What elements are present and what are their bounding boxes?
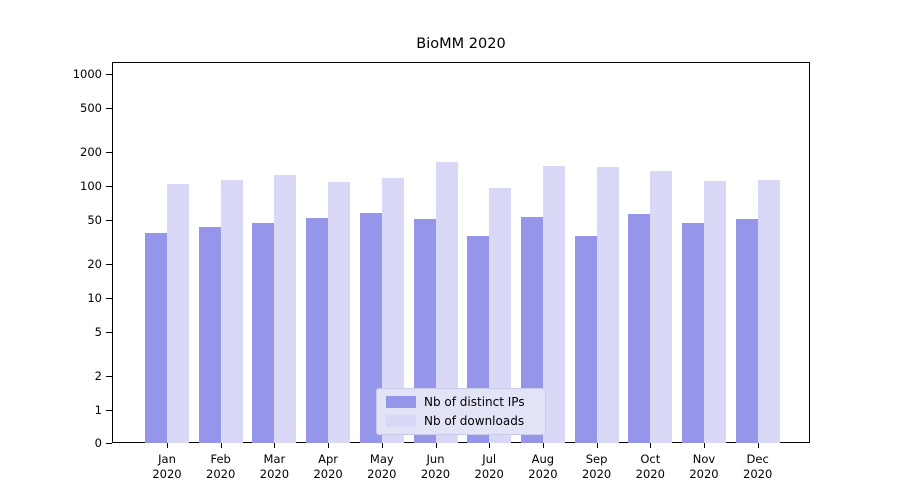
- x-tick-mark: [542, 443, 544, 448]
- x-tick-mark: [381, 443, 383, 448]
- x-tick-mark: [757, 443, 759, 448]
- bar-ips-nov: [682, 222, 704, 443]
- y-tick-mark: [106, 219, 112, 221]
- y-tick-label: 500: [80, 100, 102, 115]
- x-tick-mark: [704, 443, 705, 448]
- y-tick-label: 0: [94, 436, 102, 450]
- bar-ips-dec: [735, 218, 758, 443]
- bar-downloads-jan: [167, 183, 189, 443]
- bar-ips-jun: [413, 218, 436, 443]
- x-tick-mark: [435, 443, 437, 448]
- bar-downloads-feb: [220, 180, 243, 443]
- x-tick-mark: [650, 443, 652, 448]
- y-tick-mark: [106, 410, 112, 411]
- bar-downloads-dec: [757, 180, 780, 443]
- x-tick-mark: [220, 443, 222, 448]
- y-tick-label: 50: [87, 212, 102, 227]
- x-tick-label: Dec 2020: [743, 452, 773, 481]
- bar-ips-may: [359, 213, 382, 443]
- x-tick-mark: [274, 443, 276, 448]
- y-tick-label: 1000: [72, 67, 102, 81]
- legend: Nb of distinct IPs Nb of downloads: [376, 388, 546, 435]
- y-tick-mark: [106, 376, 112, 378]
- bar-ips-jan: [145, 233, 167, 443]
- bar-downloads-mar: [274, 175, 297, 443]
- y-tick-mark: [106, 74, 112, 75]
- y-tick-label: 1: [94, 403, 102, 417]
- bar-downloads-jul: [489, 188, 512, 443]
- bar-downloads-apr: [328, 182, 351, 443]
- bar-downloads-aug: [542, 166, 565, 443]
- x-tick-label: Jan 2020: [152, 452, 182, 481]
- x-tick-label: Sep 2020: [581, 452, 612, 481]
- y-tick-mark: [106, 152, 112, 154]
- bar-ips-feb: [198, 227, 221, 443]
- bar-ips-aug: [520, 216, 543, 443]
- legend-swatch-downloads: [386, 415, 416, 427]
- y-tick-label: 2: [94, 369, 102, 384]
- bar-downloads-oct: [650, 171, 673, 443]
- x-tick-mark: [489, 443, 491, 448]
- bar-ips-sep: [574, 235, 597, 443]
- y-tick-label: 200: [80, 145, 102, 160]
- legend-swatch-distinct-ips: [386, 396, 416, 408]
- x-tick-label: Nov 2020: [689, 452, 719, 481]
- y-tick-mark: [106, 298, 112, 299]
- bar-ips-apr: [306, 217, 329, 443]
- y-tick-mark: [106, 443, 112, 444]
- chart-title: BioMM 2020: [416, 36, 506, 52]
- bar-downloads-nov: [704, 181, 726, 443]
- bar-downloads-jun: [435, 161, 458, 443]
- legend-item-distinct-ips: Nb of distinct IPs: [386, 395, 536, 409]
- x-tick-label: Feb 2020: [206, 452, 236, 481]
- y-tick-label: 20: [87, 257, 102, 272]
- y-tick-label: 10: [87, 291, 102, 305]
- x-tick-label: Oct 2020: [635, 452, 665, 481]
- x-tick-label: May 2020: [367, 452, 397, 481]
- bar-downloads-may: [381, 177, 404, 443]
- legend-label-distinct-ips: Nb of distinct IPs: [424, 395, 525, 409]
- y-tick-label: 100: [80, 179, 102, 193]
- x-tick-label: Jul 2020: [474, 452, 504, 481]
- y-tick-mark: [106, 107, 112, 109]
- x-tick-mark: [167, 443, 168, 448]
- x-tick-label: Jun 2020: [420, 452, 451, 481]
- x-tick-label: Mar 2020: [259, 452, 290, 481]
- y-tick-mark: [106, 186, 112, 187]
- y-tick-mark: [106, 331, 112, 333]
- bar-ips-oct: [628, 214, 651, 443]
- y-tick-label: 5: [94, 324, 102, 339]
- x-tick-mark: [328, 443, 330, 448]
- bar-ips-mar: [252, 222, 275, 443]
- bar-downloads-sep: [596, 166, 619, 443]
- x-tick-mark: [596, 443, 598, 448]
- x-tick-label: Aug 2020: [528, 452, 558, 481]
- legend-label-downloads: Nb of downloads: [424, 414, 525, 428]
- x-tick-label: Apr 2020: [313, 452, 343, 481]
- y-tick-mark: [106, 264, 112, 266]
- legend-item-downloads: Nb of downloads: [386, 414, 536, 428]
